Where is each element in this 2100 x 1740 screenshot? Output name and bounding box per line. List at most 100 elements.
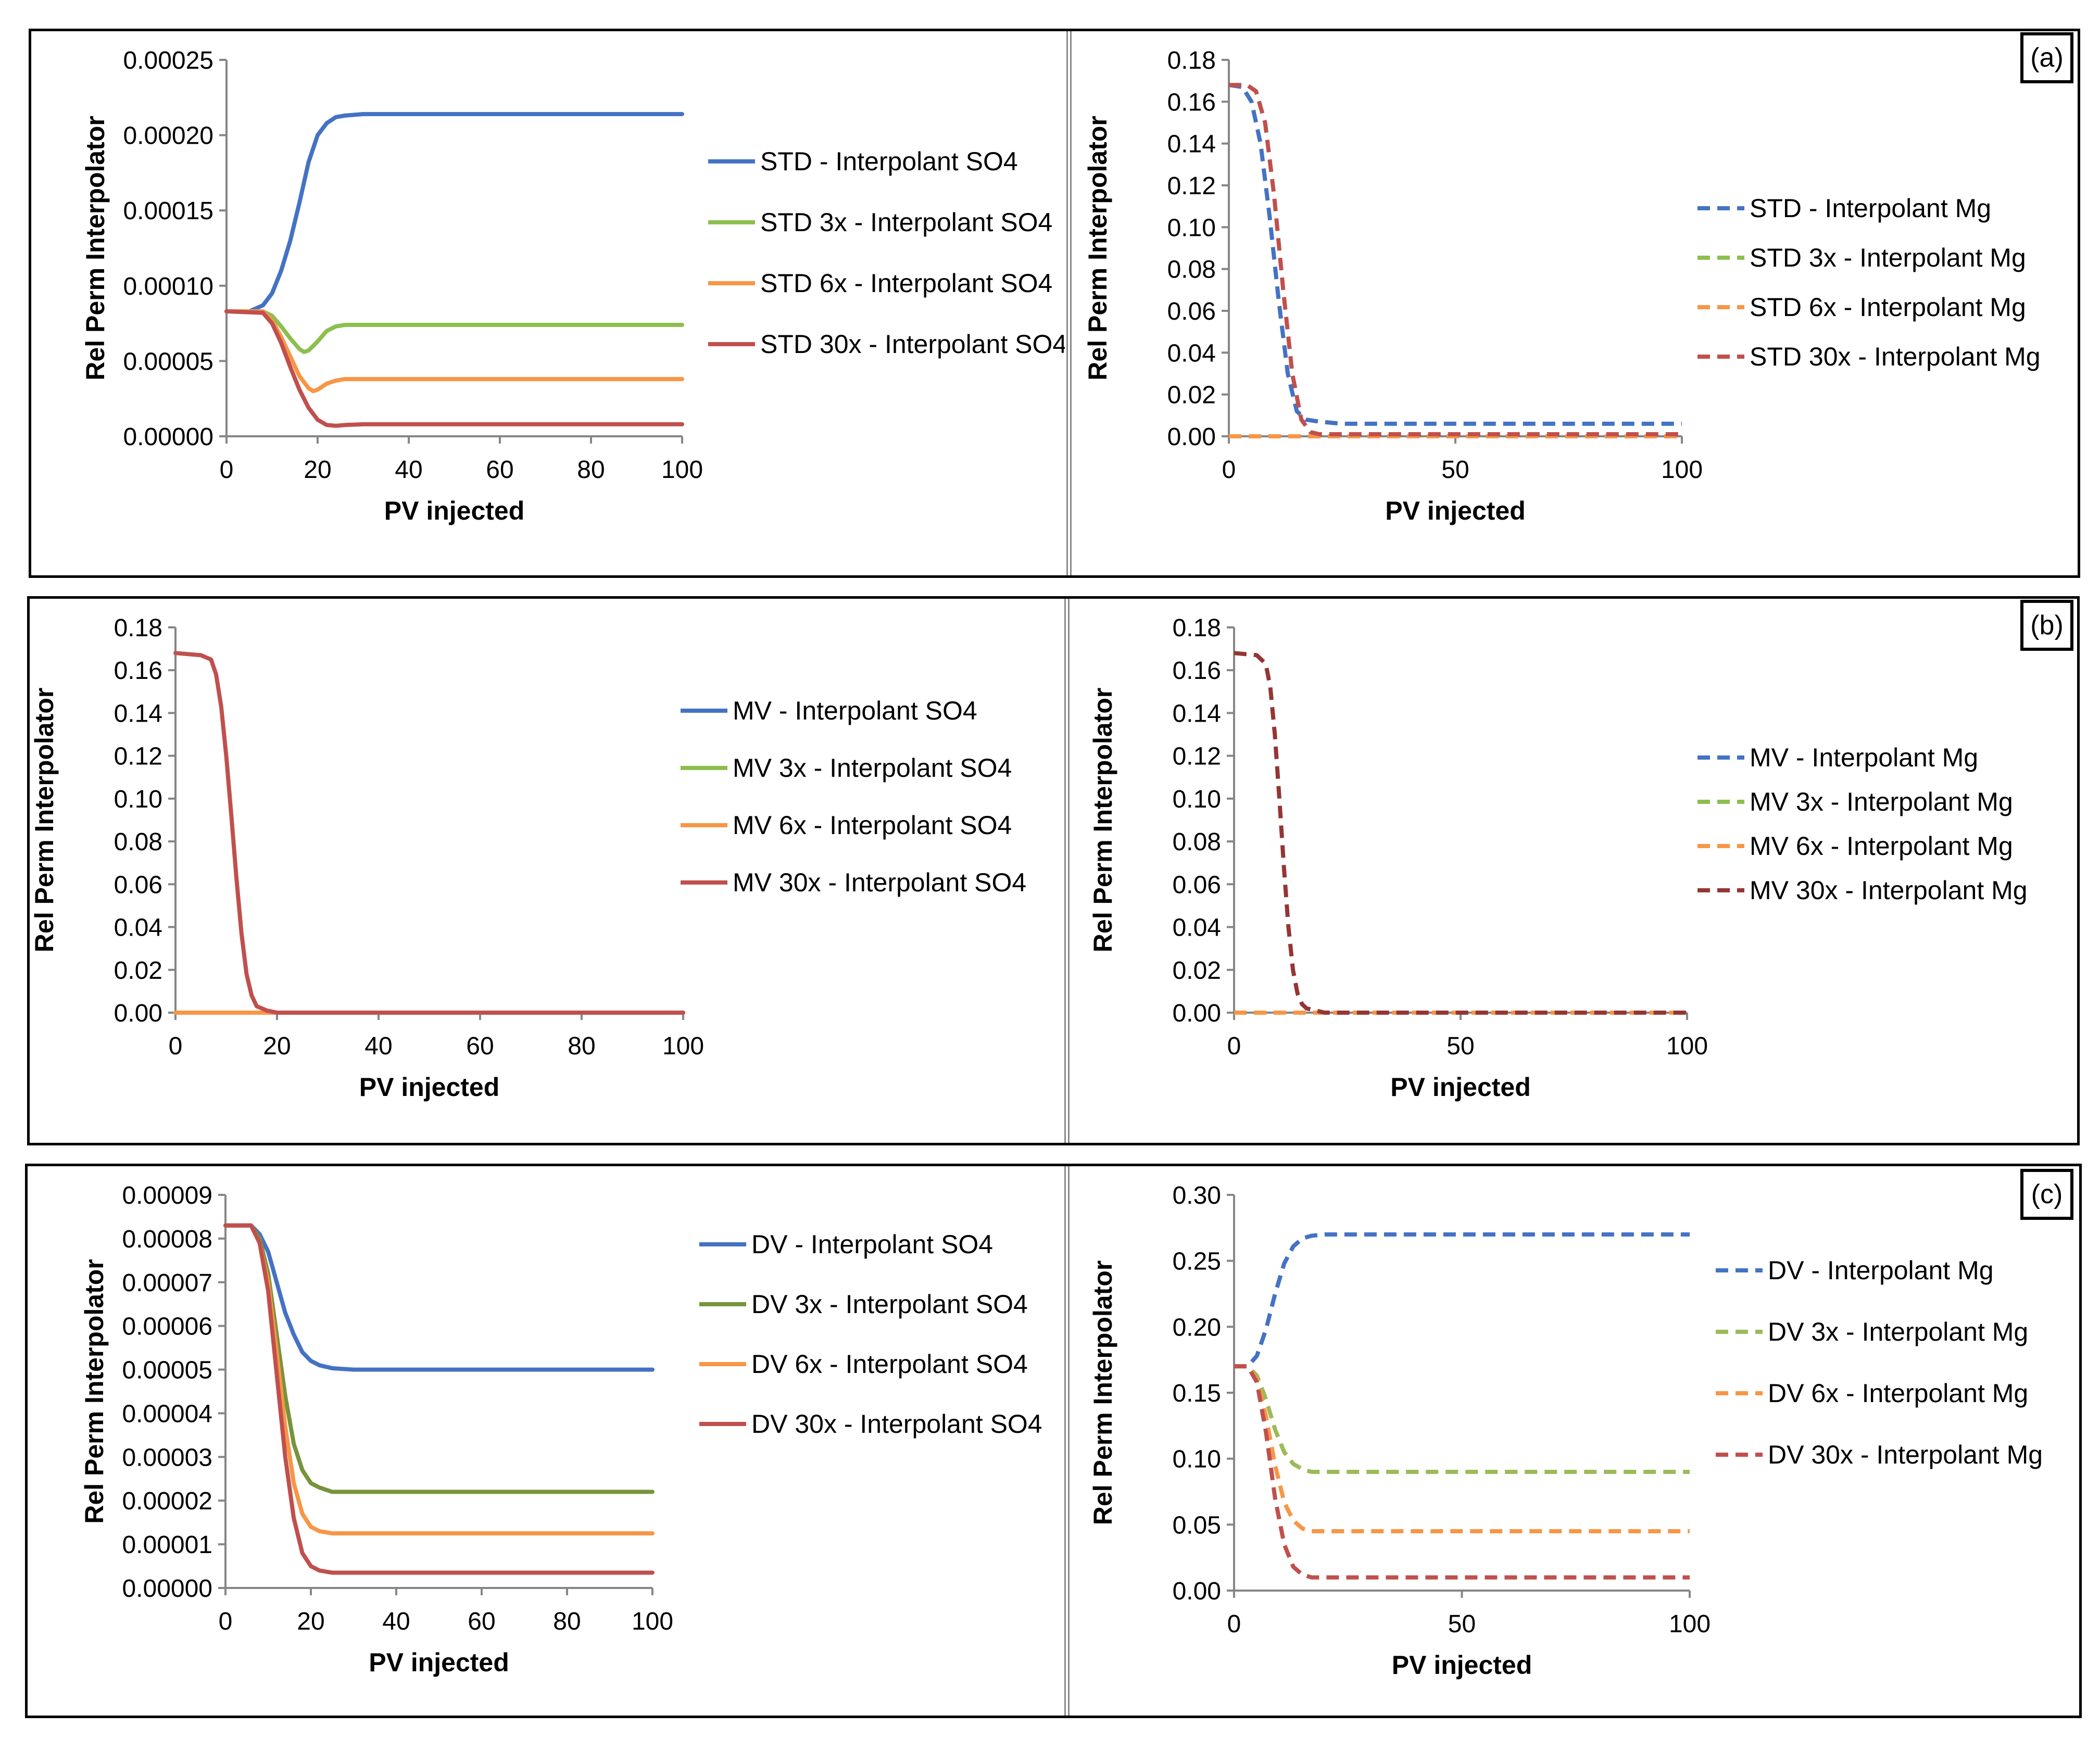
x-axis-label: PV injected [359,1073,500,1102]
legend-label-1: STD - Interpolant Mg [1750,194,1991,223]
x-tick-label: 100 [632,1608,673,1635]
x-axis-label: PV injected [384,496,525,525]
x-tick-label: 0 [1227,1610,1241,1638]
y-tick-label: 0.10 [1167,214,1216,242]
y-tick-label: 0.02 [114,957,162,985]
y-tick-label: 0.14 [1173,700,1221,727]
y-axis-label: Rel Perm Interpolator [81,116,110,380]
y-tick-label: 0.00015 [123,197,213,225]
series-line-1 [1228,83,1682,426]
x-tick-label: 80 [553,1608,581,1635]
y-tick-label: 0.00003 [122,1444,212,1471]
y-tick-label: 0.10 [1173,786,1221,813]
y-tick-label: 0.00005 [122,1357,212,1384]
legend-label-4: DV 30x - Interpolant Mg [1768,1440,2043,1469]
y-tick-label: 0.06 [1173,871,1221,899]
y-axis-label: Rel Perm Interpolator [80,1259,109,1523]
y-axis-label: Rel Perm Interpolator [1083,116,1112,380]
x-tick-label: 0 [1227,1032,1241,1060]
y-tick-label: 0.04 [114,914,162,942]
panel-label-c-text: (c) [2031,1179,2063,1209]
y-tick-label: 0.10 [114,786,162,813]
chart-a-right: 0.00 0.02 0.04 0.06 0.08 0.10 0.12 0.14 0.16 0.18… [1083,47,2041,525]
x-tick-label: 0 [220,456,234,484]
chart-a-left: 0.00000 0.00005 0.00010 0.00015 0.00020 0.000… [81,47,1065,525]
panel-label-b-text: (b) [2030,610,2064,640]
x-tick-label: 20 [263,1032,291,1060]
y-tick-label: 0.18 [1167,47,1216,74]
x-tick-label: 80 [577,456,605,484]
legend-label-1: STD - Interpolant SO4 [760,147,1018,176]
panel-label-b: (b) [2020,600,2073,651]
series-line-2 [1234,1364,1690,1474]
y-tick-label: 0.30 [1173,1182,1221,1209]
y-tick-label: 0.00009 [122,1182,212,1209]
y-tick-label: 0.12 [114,743,162,771]
y-tick-label: 0.00008 [122,1226,212,1253]
legend-label-3: MV 6x - Interpolant SO4 [733,811,1012,840]
legend-label-2: MV 3x - Interpolant SO4 [733,753,1012,783]
y-tick-label: 0.04 [1167,339,1216,367]
y-tick-label: 0.25 [1173,1248,1221,1276]
panel-label-a-text: (a) [2030,43,2064,73]
panel-label-a: (a) [2020,32,2073,83]
legend-label-4: DV 30x - Interpolant SO4 [751,1409,1042,1439]
y-tick-label: 0.00000 [122,1575,212,1603]
x-axis-label: PV injected [1392,1650,1532,1680]
legend-label-3: DV 6x - Interpolant Mg [1768,1379,2028,1408]
legend-label-1: MV - Interpolant Mg [1750,743,1978,772]
y-tick-label: 0.16 [1167,89,1216,116]
y-tick-label: 0.00 [1173,1000,1221,1027]
legend-label-2: DV 3x - Interpolant Mg [1768,1317,2028,1346]
legend-label-2: STD 3x - Interpolant SO4 [760,208,1052,237]
y-tick-label: 0.00020 [123,122,213,150]
panel-label-c: (c) [2020,1169,2073,1220]
x-tick-label: 50 [1447,1032,1474,1060]
x-tick-label: 60 [486,456,513,484]
legend-label-3: MV 6x - Interpolant Mg [1750,831,2013,861]
legend-label-2: STD 3x - Interpolant Mg [1750,243,2026,272]
y-tick-label: 0.08 [1173,828,1221,856]
row-frame-b [27,596,2080,1145]
y-tick-label: 0.02 [1173,957,1221,985]
y-tick-label: 0.00004 [122,1400,212,1428]
y-tick-label: 0.02 [1167,382,1216,409]
legend-label-3: STD 6x - Interpolant Mg [1750,293,2026,322]
y-tick-label: 0.05 [1173,1511,1221,1539]
y-axis-label: Rel Perm Interpolator [1088,1260,1117,1525]
x-tick-label: 0 [1222,456,1236,484]
y-axis-label: Rel Perm Interpolator [1088,688,1117,952]
series-line-1 [223,1223,655,1372]
legend-label-3: STD 6x - Interpolant SO4 [760,269,1052,298]
x-tick-label: 0 [169,1032,183,1060]
chart-b-left: 0.00 0.02 0.04 0.06 0.08 0.10 0.12 0.14 0.16 0.18… [30,614,1026,1102]
legend-label-4: STD 30x - Interpolant SO4 [760,330,1065,359]
series-line-4 [223,1223,655,1575]
y-tick-label: 0.08 [114,828,162,856]
y-tick-label: 0.06 [1167,298,1216,325]
divider-a [1066,31,1072,575]
y-tick-label: 0.00000 [123,423,213,451]
chart-c-left: 0.00000 0.00001 0.00002 0.00003 0.00004 0.000… [80,1182,1042,1677]
y-tick-label: 0.08 [1167,256,1216,284]
y-tick-label: 0.00025 [123,47,213,74]
y-tick-label: 0.00010 [123,273,213,300]
x-tick-label: 100 [1661,456,1703,484]
series-line-3 [224,309,684,394]
y-tick-label: 0.20 [1173,1314,1221,1341]
y-tick-label: 0.00 [1167,423,1216,451]
x-tick-label: 100 [1669,1610,1711,1638]
x-axis-label: PV injected [369,1648,509,1677]
y-tick-label: 0.06 [114,871,162,899]
row-frame-c [25,1164,2082,1718]
series-line-1 [1234,1232,1690,1369]
x-tick-label: 0 [219,1608,233,1635]
y-tick-label: 0.00 [114,1000,162,1027]
y-tick-label: 0.12 [1167,172,1216,200]
series-line-1 [224,112,684,313]
y-tick-label: 0.10 [1173,1446,1221,1473]
x-tick-label: 100 [662,1032,704,1060]
y-tick-label: 0.00007 [122,1269,212,1297]
legend-label-2: MV 3x - Interpolant Mg [1750,787,2013,816]
series-line-4 [1234,651,1687,1015]
